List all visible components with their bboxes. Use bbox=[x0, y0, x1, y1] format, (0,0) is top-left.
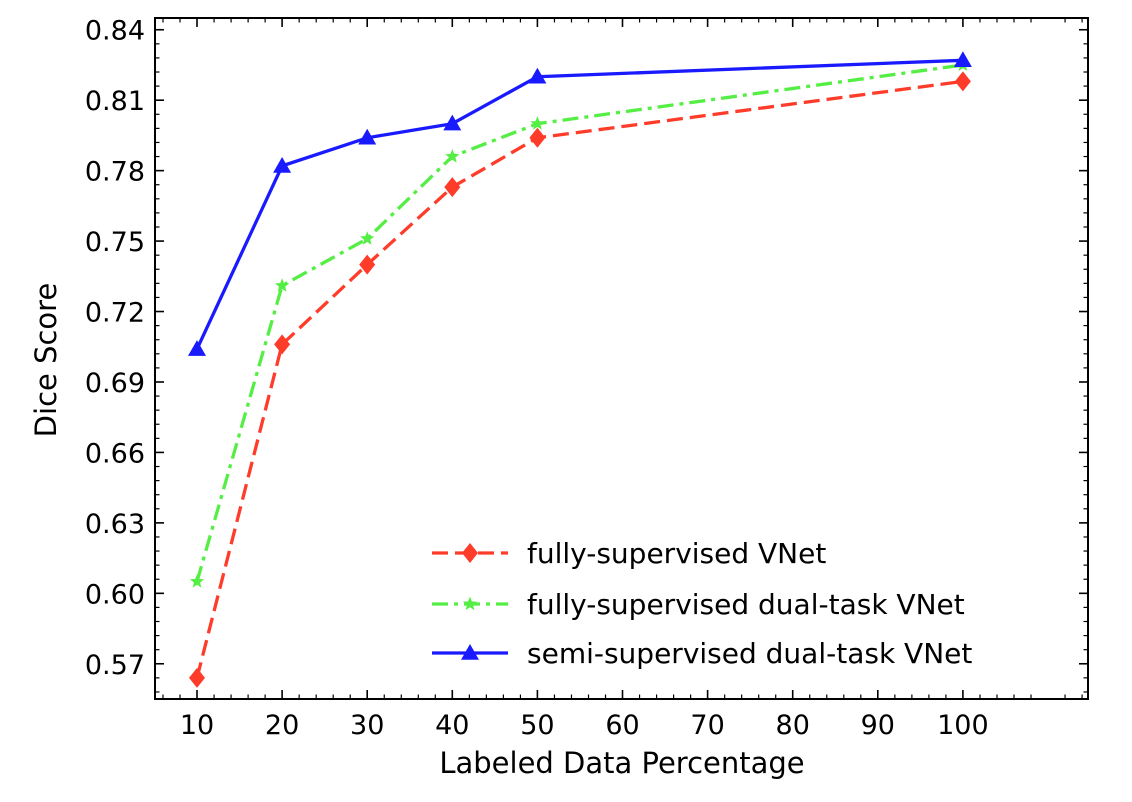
y-axis-label: Dice Score bbox=[29, 283, 63, 438]
x-tick-label: 10 bbox=[180, 710, 214, 741]
legend-item: semi-supervised dual-task VNet bbox=[432, 637, 972, 670]
data-point-marker bbox=[359, 254, 376, 275]
data-point-marker bbox=[358, 128, 377, 145]
series-line bbox=[195, 63, 964, 583]
y-tick-label: 0.66 bbox=[85, 438, 145, 469]
legend-label: fully-supervised dual-task VNet bbox=[527, 588, 965, 621]
axis-ticks bbox=[155, 18, 1088, 699]
data-point-marker bbox=[443, 114, 462, 131]
legend: fully-supervised VNet fully-supervised du… bbox=[432, 537, 972, 670]
x-tick-label: 20 bbox=[265, 710, 299, 741]
data-point-marker bbox=[529, 127, 546, 148]
data-point-marker bbox=[360, 231, 375, 245]
x-tick-label: 80 bbox=[776, 710, 810, 741]
x-tick-label: 70 bbox=[690, 710, 724, 741]
x-tick-label: 30 bbox=[350, 710, 384, 741]
x-tick-label: 50 bbox=[520, 710, 554, 741]
y-tick-label: 0.60 bbox=[85, 579, 145, 610]
data-point-marker bbox=[953, 51, 972, 68]
data-point-marker bbox=[444, 177, 461, 198]
series-line bbox=[195, 79, 964, 679]
data-point-marker bbox=[274, 278, 290, 292]
y-tick-label: 0.69 bbox=[85, 368, 145, 399]
series-fully-supervised-vnet bbox=[189, 71, 971, 688]
data-point-marker bbox=[189, 667, 205, 688]
y-tick-label: 0.57 bbox=[85, 650, 145, 681]
y-tick-label: 0.84 bbox=[85, 16, 145, 47]
data-point-marker bbox=[530, 116, 545, 130]
data-point-marker bbox=[189, 574, 205, 588]
legend-label: fully-supervised VNet bbox=[527, 537, 826, 570]
plot-frame bbox=[154, 17, 1089, 700]
y-tick-label: 0.81 bbox=[85, 86, 145, 117]
legend-item: fully-supervised dual-task VNet bbox=[432, 588, 965, 621]
data-point-marker bbox=[273, 156, 292, 173]
x-tick-label: 90 bbox=[861, 710, 895, 741]
tick-labels: 10 20 30 40 50 60 70 80 90 100 0.57 0.60 0.63 0.66 0.6… bbox=[85, 16, 989, 741]
y-tick-label: 0.72 bbox=[85, 298, 145, 329]
y-tick-label: 0.78 bbox=[85, 157, 145, 188]
data-point-marker bbox=[445, 149, 460, 163]
legend-marker bbox=[461, 644, 479, 660]
data-point-marker bbox=[954, 71, 971, 92]
x-axis-label: Labeled Data Percentage bbox=[439, 746, 804, 780]
x-tick-label: 60 bbox=[605, 710, 639, 741]
legend-item: fully-supervised VNet bbox=[432, 537, 826, 570]
data-point-marker bbox=[274, 334, 291, 355]
x-tick-label: 100 bbox=[937, 710, 989, 741]
series-line bbox=[195, 58, 963, 350]
y-tick-label: 0.75 bbox=[85, 227, 145, 258]
legend-marker bbox=[462, 543, 478, 563]
legend-label: semi-supervised dual-task VNet bbox=[527, 637, 972, 670]
legend-marker bbox=[462, 596, 478, 611]
series-semi-supervised-dual-task-vnet bbox=[188, 51, 972, 356]
data-point-marker bbox=[188, 340, 206, 356]
x-tick-label: 40 bbox=[435, 710, 469, 741]
data-point-marker bbox=[528, 67, 547, 84]
y-tick-label: 0.63 bbox=[85, 509, 145, 540]
series-layer bbox=[188, 51, 972, 688]
